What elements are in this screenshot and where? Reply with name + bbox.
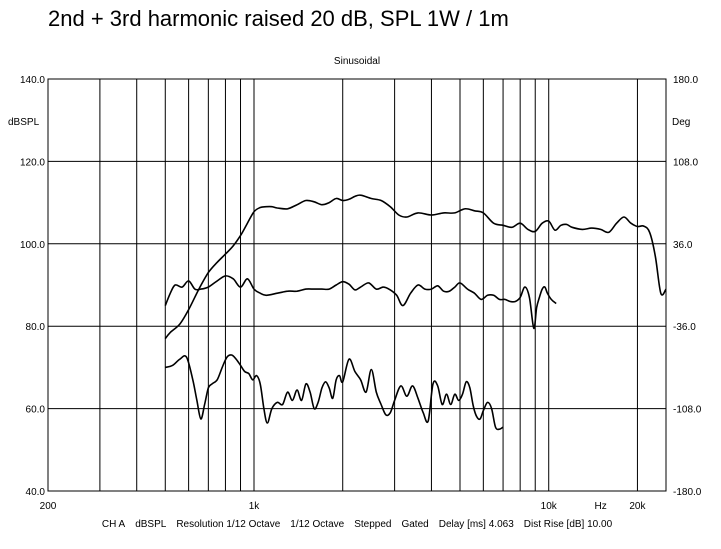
y-tick-label: 80.0 — [26, 322, 46, 333]
curves — [164, 194, 667, 431]
y-axis-label: dBSPL — [8, 117, 40, 128]
y-tick-label: 40.0 — [26, 487, 46, 498]
footer-info: CH A dBSPL Resolution 1/12 Octave 1/12 Octa… — [102, 519, 613, 530]
series-line-1 — [164, 194, 667, 340]
x-tick-label: Hz — [594, 501, 606, 512]
footer-item: Resolution 1/12 Octave — [176, 519, 280, 530]
y2-tick-label: -180.0 — [673, 487, 702, 498]
y-tick-label: 120.0 — [20, 157, 45, 168]
x-tick-label: 1k — [249, 501, 261, 512]
footer-item: Gated — [401, 519, 428, 530]
y-tick-label: 140.0 — [20, 75, 45, 86]
y-tick-label: 100.0 — [20, 240, 45, 251]
x-tick-label: 200 — [40, 501, 57, 512]
series-line-3 — [165, 354, 504, 431]
grid — [48, 78, 666, 492]
series-line-2 — [164, 275, 557, 330]
y-tick-label: 60.0 — [26, 405, 46, 416]
y2-tick-label: -36.0 — [673, 322, 696, 333]
footer-text: CH A dBSPL Resolution 1/12 Octave 1/12 Octa… — [102, 519, 613, 530]
footer-item: Delay [ms] 4.063 — [439, 519, 514, 530]
chart-subtitle: Sinusoidal — [334, 56, 380, 67]
y2-tick-label: 108.0 — [673, 157, 698, 168]
x-tick-label: 10k — [541, 501, 558, 512]
x-tick-label: 20k — [629, 501, 646, 512]
footer-item: Stepped — [354, 519, 391, 530]
footer-item: CH A — [102, 519, 126, 530]
footer-item: Dist Rise [dB] 10.00 — [524, 519, 613, 530]
y2-tick-label: 36.0 — [673, 240, 693, 251]
footer-item: dBSPL — [135, 519, 167, 530]
plot-frame — [47, 78, 667, 492]
chart-title: 2nd + 3rd harmonic raised 20 dB, SPL 1W … — [48, 6, 509, 31]
footer-item: 1/12 Octave — [290, 519, 344, 530]
y2-tick-label: -108.0 — [673, 405, 702, 416]
y2-axis-label: Deg — [672, 117, 690, 128]
y2-tick-label: 180.0 — [673, 75, 698, 86]
tick-labels: 140.0 120.0 100.0 80.0 60.0 40.0 180.0 108.0 36.… — [20, 75, 702, 512]
